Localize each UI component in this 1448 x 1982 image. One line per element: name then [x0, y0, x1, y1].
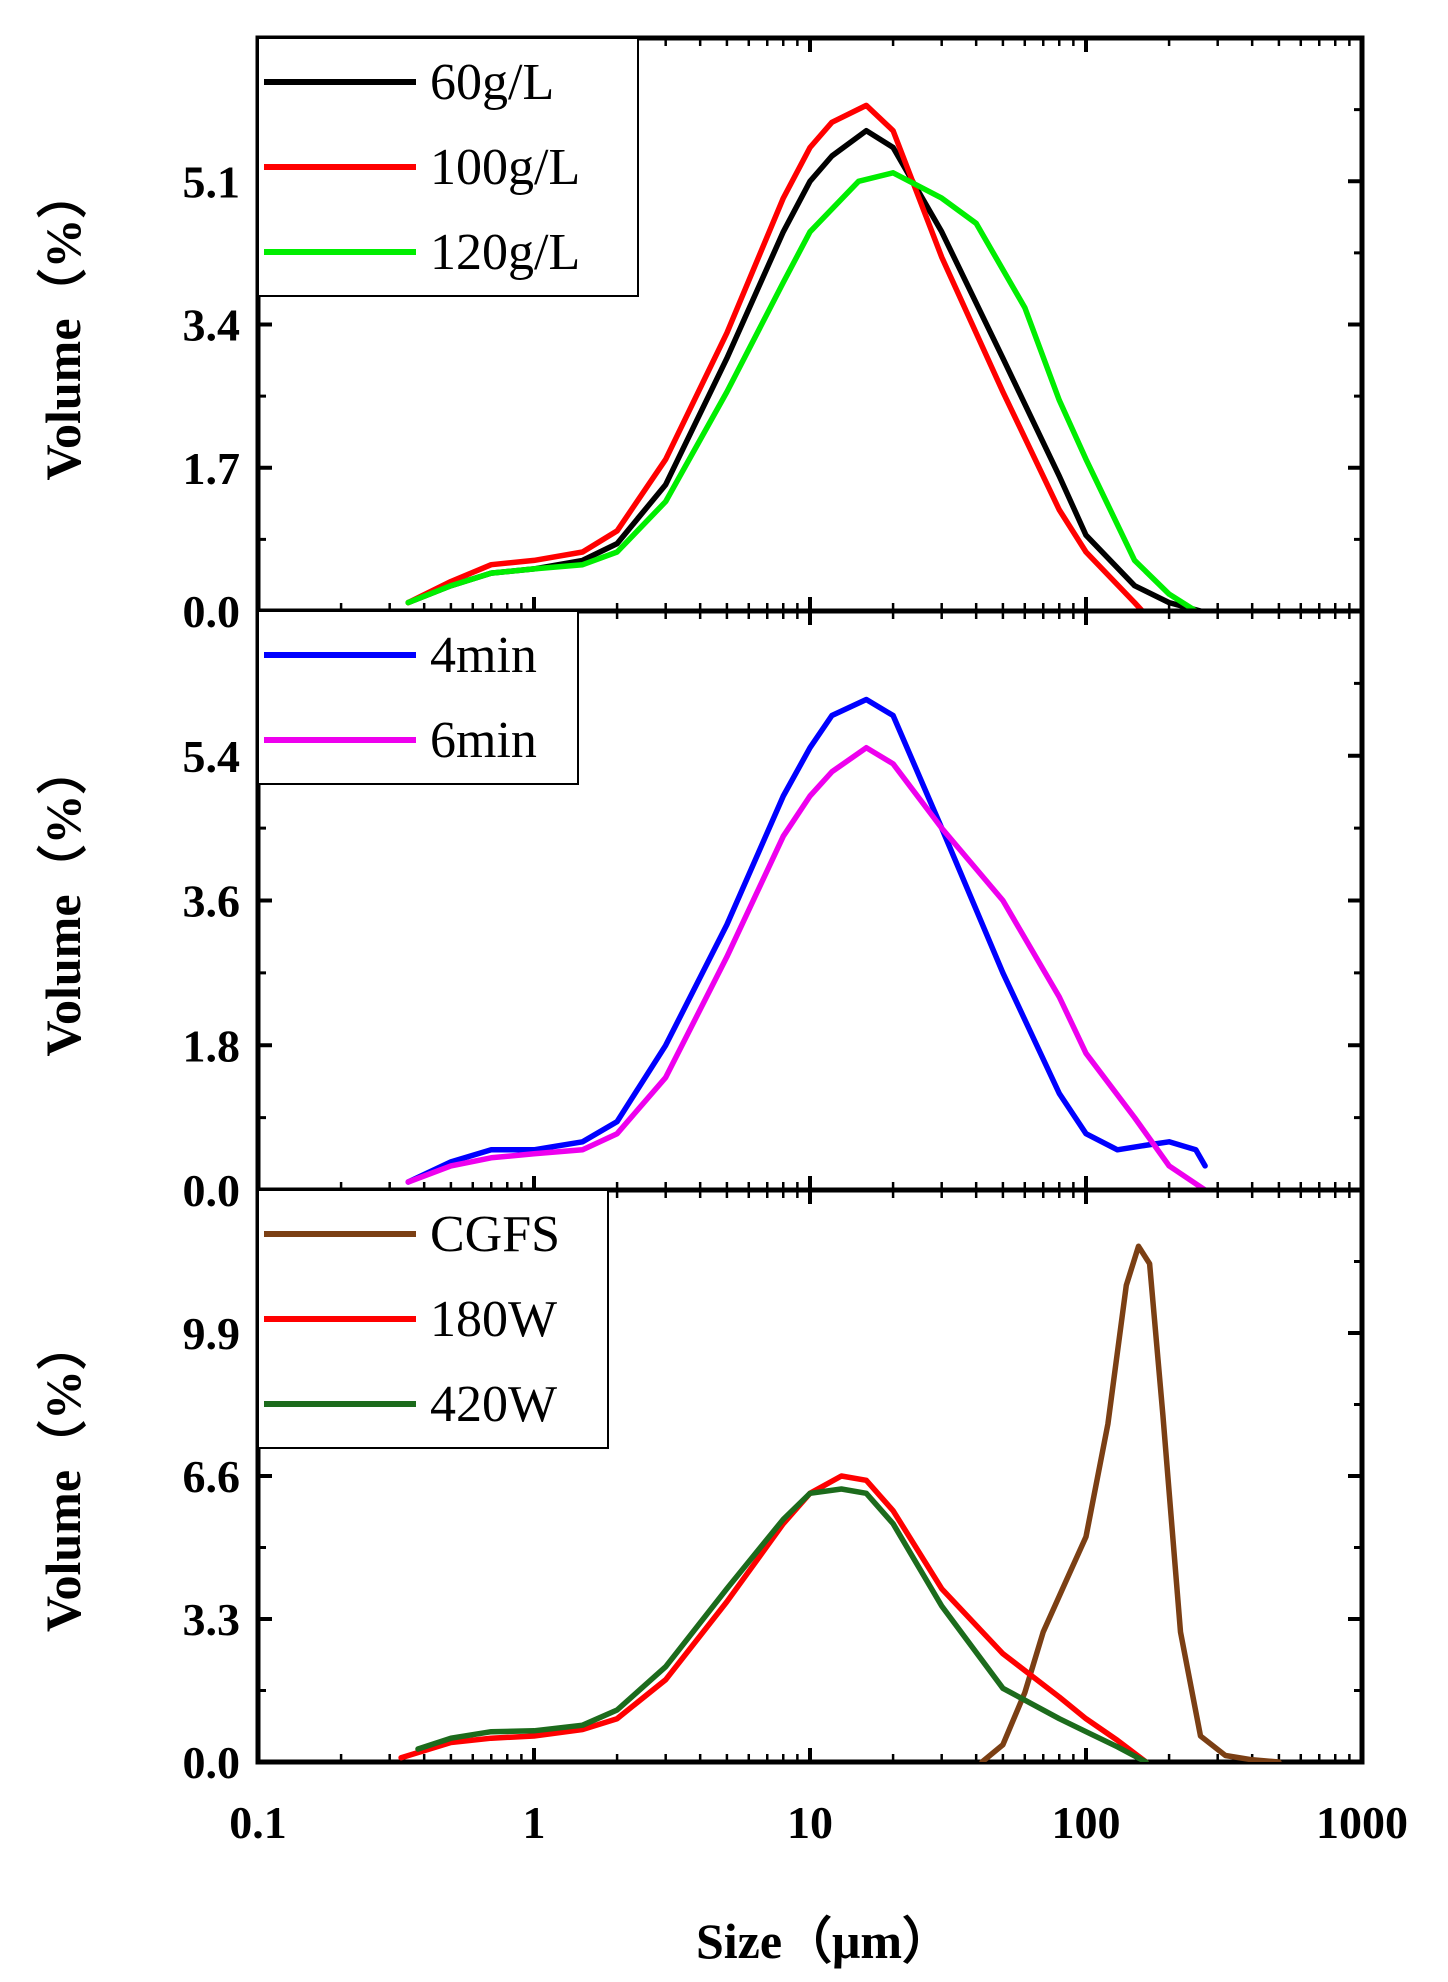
x-tick-label: 0.1 — [229, 1797, 287, 1848]
y-axis-title: Volume（%） — [35, 168, 91, 480]
x-tick-label: 1000 — [1316, 1797, 1408, 1848]
legend: 60g/L 100g/L 120g/L — [257, 37, 639, 297]
legend-label: 60g/L — [430, 54, 554, 111]
series-line-120g-l — [405, 170, 1199, 611]
x-tick-label: 1 — [523, 1797, 546, 1848]
panel-bottom: 0.0 3.3 6.6 9.9 Volume（%） CGFS 180W 420W — [35, 1187, 1365, 1788]
series-group — [398, 1243, 1282, 1762]
x-tick-label: 100 — [1052, 1797, 1121, 1848]
legend-label: 4min — [430, 627, 537, 684]
legend-label: 6min — [430, 712, 537, 769]
y-tick-label: 1.7 — [183, 443, 241, 494]
legend-box — [257, 610, 579, 785]
y-axis-title: Volume（%） — [35, 1320, 91, 1632]
legend-label: 100g/L — [430, 139, 580, 196]
series-line-420w — [415, 1486, 1149, 1762]
x-tick-label: 10 — [787, 1797, 833, 1848]
y-tick-label: 3.4 — [183, 300, 241, 351]
legend-label: 120g/L — [430, 224, 580, 281]
panel-top: 0.0 1.7 3.4 5.1 Volume（%） 60g/L 100g/L 120g/L — [35, 35, 1365, 637]
y-tick-label: 0.0 — [183, 1737, 241, 1788]
legend: CGFS 180W 420W — [257, 1189, 609, 1449]
series-line-cgfs — [979, 1243, 1282, 1762]
y-axis-title: Volume（%） — [35, 744, 91, 1056]
series-line-4min — [405, 696, 1208, 1185]
legend-label: 180W — [430, 1291, 557, 1348]
legend-label: 420W — [430, 1376, 557, 1433]
legend-label: CGFS — [430, 1206, 560, 1263]
series-line-180w — [398, 1473, 1149, 1762]
series-line-6min — [405, 744, 1208, 1190]
series-group — [405, 696, 1208, 1190]
y-tick-label: 5.1 — [183, 156, 241, 207]
series-line-100g-l — [405, 102, 1146, 611]
panel-middle: 0.0 1.8 3.6 5.4 Volume（%） 4min 6min — [35, 608, 1365, 1216]
y-tick-label: 0.0 — [183, 1165, 241, 1216]
y-tick-label: 3.6 — [183, 876, 241, 927]
y-tick-label: 6.6 — [183, 1451, 241, 1502]
series-group — [405, 102, 1204, 611]
y-tick-label: 1.8 — [183, 1020, 241, 1071]
y-tick-label: 5.4 — [183, 731, 241, 782]
y-tick-label: 0.0 — [183, 586, 241, 637]
legend: 4min 6min — [257, 610, 579, 785]
y-tick-label: 3.3 — [183, 1594, 241, 1645]
x-axis-title: Size（μm） — [696, 1913, 952, 1969]
y-tick-label: 9.9 — [183, 1308, 241, 1359]
x-axis: 0.1 1 10 100 1000 — [229, 1797, 1408, 1848]
